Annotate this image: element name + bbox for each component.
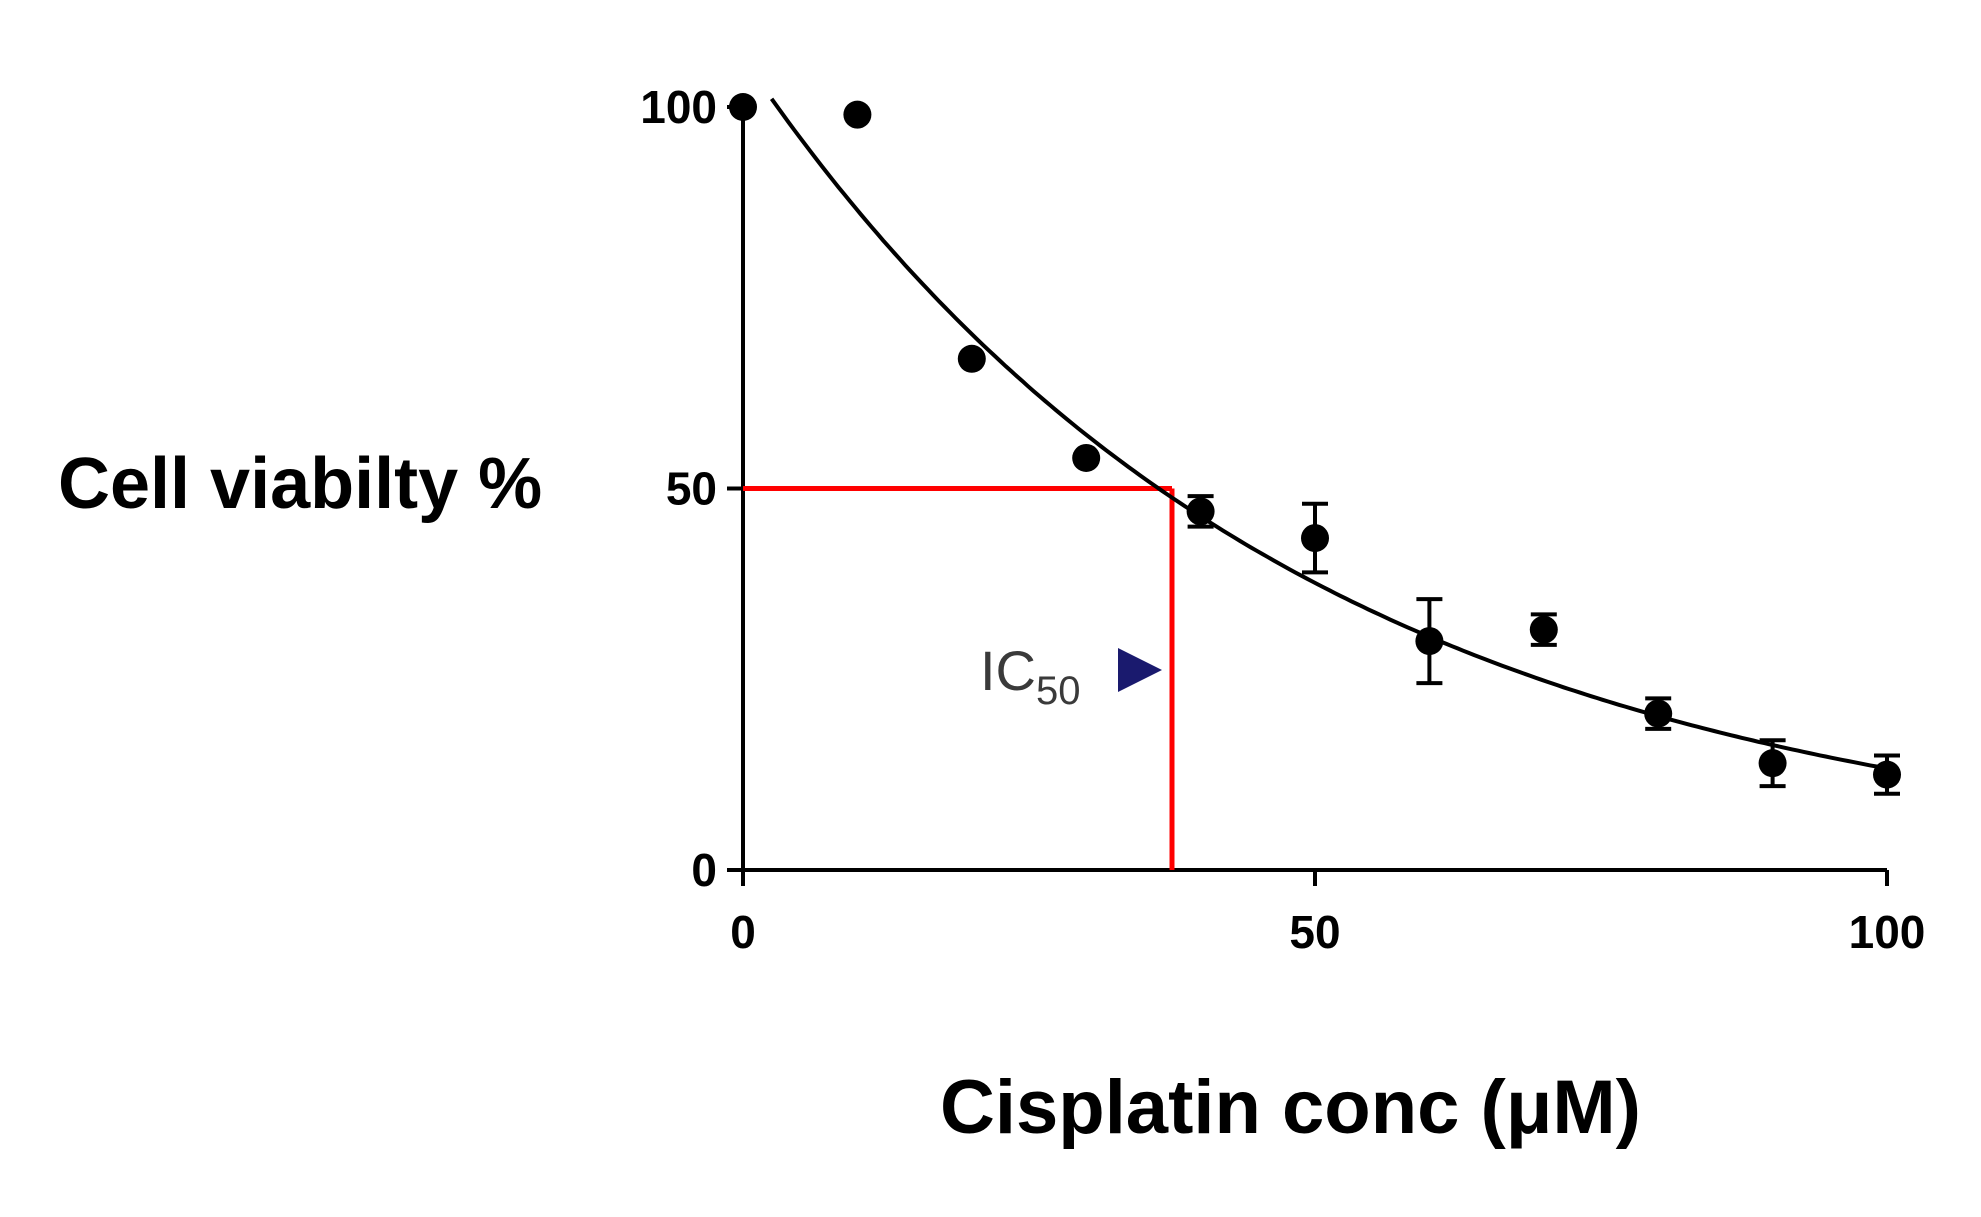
data-point-marker <box>1301 524 1329 553</box>
data-point-marker <box>1873 760 1901 789</box>
y-tick-label: 100 <box>640 81 717 133</box>
data-point-marker <box>843 100 872 129</box>
axes <box>727 105 1889 886</box>
y-tick-label: 0 <box>691 844 717 896</box>
y-tick-label: 50 <box>666 463 717 515</box>
data-point <box>843 100 872 129</box>
ic50-guide-lines <box>743 486 1175 870</box>
data-point <box>1186 494 1215 529</box>
data-point <box>1529 612 1558 647</box>
data-point <box>1072 443 1101 472</box>
x-tick-label: 100 <box>1849 906 1926 958</box>
x-tick-label: 0 <box>730 906 756 958</box>
data-point <box>1301 501 1329 575</box>
data-points <box>729 93 1901 796</box>
y-axis-label: Cell viabilty % <box>58 444 542 524</box>
tick-labels: 0 50 100 0 50 100 <box>640 81 1925 958</box>
data-point <box>1415 597 1444 686</box>
fit-curve <box>769 97 1888 771</box>
fit-curve-path <box>769 97 1888 771</box>
data-point-marker <box>1758 749 1787 778</box>
data-point <box>729 93 757 121</box>
data-point <box>1644 696 1673 731</box>
data-point <box>1873 753 1901 796</box>
data-point-marker <box>1644 699 1673 728</box>
x-tick-label: 50 <box>1289 906 1340 958</box>
ic50-annotation: IC50 <box>980 639 1162 713</box>
x-axis-label: Cisplatin conc (μM) <box>940 1065 1641 1150</box>
data-point-marker <box>1415 627 1444 656</box>
data-point-marker <box>957 344 986 373</box>
data-point-marker <box>1072 443 1101 472</box>
ic50-arrow-icon <box>1118 648 1162 692</box>
data-point <box>1758 738 1787 789</box>
data-point-marker <box>1186 497 1215 526</box>
data-point-marker <box>1529 615 1558 644</box>
data-point-marker <box>729 93 757 121</box>
ic50-annotation-label: IC50 <box>980 639 1081 713</box>
data-point <box>957 344 986 373</box>
